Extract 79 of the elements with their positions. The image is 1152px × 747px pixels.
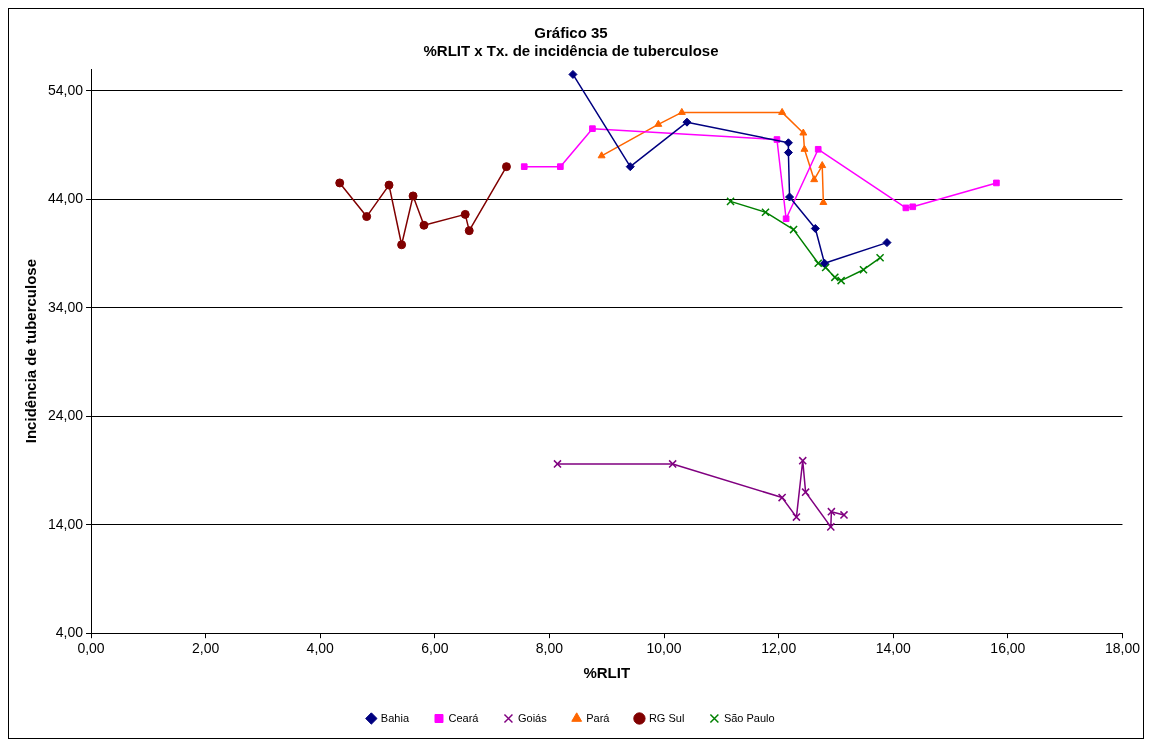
- y-tick-label: 4,00: [55, 624, 84, 641]
- point: [827, 507, 836, 516]
- point: [335, 178, 345, 188]
- point: [821, 263, 830, 272]
- point: [826, 522, 836, 532]
- x-tick-label: 6,00: [421, 640, 449, 657]
- point: [464, 226, 474, 236]
- point: [882, 238, 892, 248]
- x-tick-label: 8,00: [535, 640, 564, 657]
- point: [800, 144, 809, 152]
- point: [501, 162, 511, 172]
- text: Gráfico 35: [534, 24, 608, 42]
- point: [668, 459, 677, 469]
- legend-label: Bahia: [380, 711, 410, 724]
- point: [798, 456, 808, 465]
- point: [819, 197, 828, 205]
- point: [789, 225, 798, 234]
- point: [875, 253, 885, 263]
- point: [830, 273, 840, 282]
- point: [859, 265, 868, 275]
- y-tick-label: 14,00: [47, 515, 84, 532]
- point: [589, 125, 596, 132]
- point: [553, 459, 562, 469]
- point: [801, 487, 810, 497]
- x-tick-label: 4,00: [306, 640, 335, 657]
- point: [820, 258, 830, 268]
- point: [408, 191, 418, 201]
- y-tick-label: 54,00: [47, 81, 84, 98]
- point: [783, 138, 793, 148]
- x-axis-title: %RLIT: [583, 664, 631, 682]
- point: [568, 69, 578, 79]
- x-tick-label: 0,00: [77, 640, 105, 657]
- y-tick-label: 24,00: [47, 407, 84, 424]
- x-tick-label: 16,00: [990, 640, 1026, 657]
- point: [810, 224, 820, 233]
- point: [839, 510, 849, 520]
- point: [785, 192, 795, 202]
- x-tick-label: 2,00: [192, 640, 220, 657]
- point: [818, 161, 827, 169]
- point: [384, 180, 394, 190]
- point: [813, 258, 823, 268]
- point: [520, 163, 528, 170]
- x-tick-label: 18,00: [1104, 640, 1141, 657]
- point: [836, 276, 846, 285]
- legend-label: Ceará: [448, 711, 480, 724]
- point: [810, 175, 819, 183]
- point: [902, 204, 910, 212]
- point: [761, 207, 770, 217]
- point: [460, 209, 470, 219]
- y-tick-label: 44,00: [47, 190, 84, 207]
- point: [783, 148, 793, 158]
- legend-label: RG Sul: [648, 711, 685, 724]
- point: [814, 145, 822, 153]
- y-tick-label: 34,00: [47, 298, 84, 315]
- point: [799, 128, 808, 136]
- point: [726, 197, 735, 206]
- point: [557, 163, 564, 170]
- point: [792, 512, 801, 522]
- point: [362, 212, 372, 222]
- point: [682, 117, 692, 127]
- point: [654, 119, 663, 127]
- legend-label: São Paulo: [723, 711, 775, 724]
- x-tick-label: 14,00: [875, 640, 911, 657]
- legend-label: Goiás: [517, 711, 548, 724]
- x-tick-label: 10,00: [646, 640, 682, 657]
- point: [782, 215, 790, 223]
- point: [397, 240, 407, 250]
- text: %RLIT x Tx. de incidência de tuberculose: [423, 42, 719, 60]
- point: [625, 162, 635, 172]
- point: [597, 151, 606, 159]
- point: [778, 107, 787, 115]
- point: [909, 203, 917, 211]
- point: [777, 493, 787, 502]
- legend-label: Pará: [586, 711, 611, 724]
- point: [677, 107, 686, 115]
- y-axis-title: Incidência de tuberculose: [22, 258, 40, 444]
- x-tick-label: 12,00: [761, 640, 797, 657]
- point: [993, 179, 1000, 187]
- point: [419, 220, 429, 230]
